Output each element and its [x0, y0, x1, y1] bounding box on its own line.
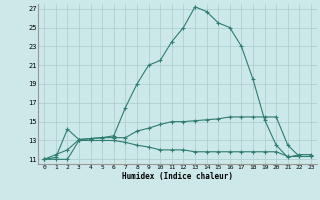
X-axis label: Humidex (Indice chaleur): Humidex (Indice chaleur) [122, 172, 233, 181]
